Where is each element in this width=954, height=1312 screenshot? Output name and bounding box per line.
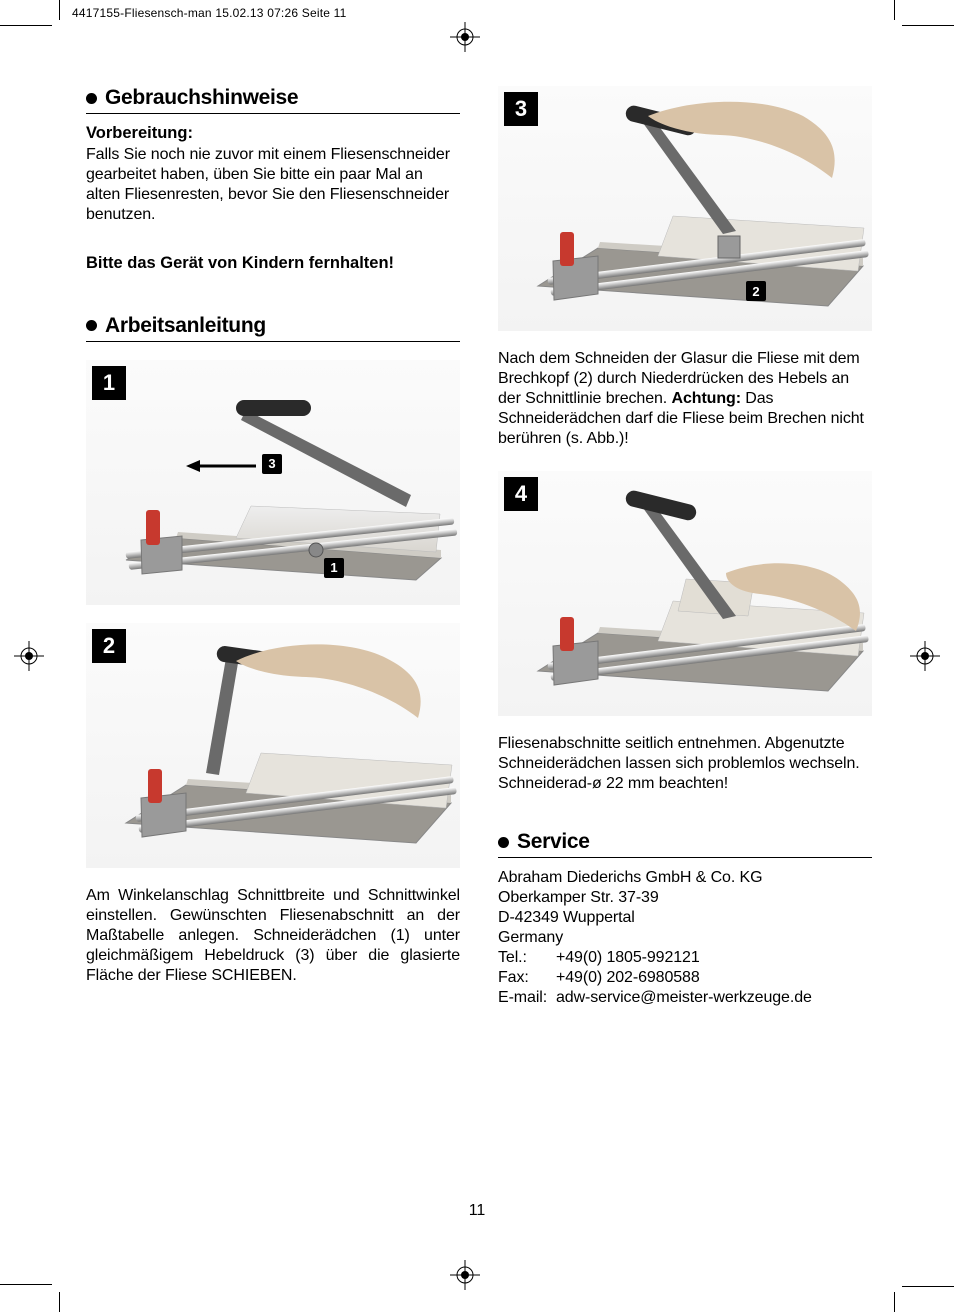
crop-mark <box>59 1292 60 1312</box>
section-heading: Gebrauchshinweise <box>86 86 460 114</box>
figure-number-box: 1 <box>92 366 126 400</box>
figure-2: 2 <box>86 623 460 868</box>
figure-caption: Am Winkelanschlag Schnittbreite und Schn… <box>86 886 460 986</box>
contact-label: Tel.: <box>498 948 556 968</box>
section-heading: Arbeitsanleitung <box>86 314 460 342</box>
contact-value: +49(0) 202-6980588 <box>556 968 700 988</box>
contact-label: E-mail: <box>498 988 556 1008</box>
caption-bold: Achtung: <box>672 390 741 407</box>
figure-number-box: 4 <box>504 477 538 511</box>
address-line: D-42349 Wuppertal <box>498 908 872 928</box>
registration-mark-icon <box>14 641 44 671</box>
bullet-icon <box>86 93 97 104</box>
crop-mark <box>0 1284 52 1285</box>
bullet-icon <box>498 837 509 848</box>
section-title: Arbeitsanleitung <box>105 314 266 338</box>
contact-value: adw-service@meister-werkzeuge.de <box>556 988 812 1008</box>
figure-caption: Nach dem Schneiden der Glasur die Fliese… <box>498 349 872 449</box>
section-title: Service <box>517 830 590 854</box>
callout-label: 1 <box>324 558 344 578</box>
contact-email: E-mail: adw-service@meister-werkzeuge.de <box>498 988 872 1008</box>
contact-label: Fax: <box>498 968 556 988</box>
print-slug: 4417155-Fliesensch-man 15.02.13 07:26 Se… <box>72 6 347 20</box>
callout-label: 3 <box>262 454 282 474</box>
callout-label: 2 <box>746 281 766 301</box>
registration-mark-icon <box>450 22 480 52</box>
bullet-icon <box>86 320 97 331</box>
contact-fax: Fax: +49(0) 202-6980588 <box>498 968 872 988</box>
crop-mark <box>894 0 895 20</box>
body-text: Falls Sie noch nie zuvor mit einem Flies… <box>86 145 460 225</box>
warning-text: Bitte das Gerät von Kindern fernhalten! <box>86 253 460 274</box>
figure-caption: Fliesenabschnitte seitlich entnehmen. Ab… <box>498 734 872 794</box>
crop-mark <box>902 25 954 26</box>
right-column: 3 <box>498 86 872 1008</box>
address-line: Germany <box>498 928 872 948</box>
figure-3: 3 <box>498 86 872 331</box>
figure-1: 1 <box>86 360 460 605</box>
crop-mark <box>0 25 52 26</box>
crop-mark <box>894 1292 895 1312</box>
left-column: Gebrauchshinweise Vorbereitung: Falls Si… <box>86 86 460 1008</box>
figure-4: 4 <box>498 471 872 716</box>
page-number: 11 <box>0 1202 954 1220</box>
contact-value: +49(0) 1805-992121 <box>556 948 700 968</box>
figure-number-box: 2 <box>92 629 126 663</box>
subheading: Vorbereitung: <box>86 124 460 143</box>
crop-mark <box>59 0 60 20</box>
section-heading: Service <box>498 830 872 858</box>
service-address: Abraham Diederichs GmbH & Co. KG Oberkam… <box>498 868 872 1008</box>
registration-mark-icon <box>450 1260 480 1290</box>
contact-tel: Tel.: +49(0) 1805-992121 <box>498 948 872 968</box>
address-line: Oberkamper Str. 37-39 <box>498 888 872 908</box>
section-title: Gebrauchshinweise <box>105 86 298 110</box>
arrow-left-icon <box>186 458 256 479</box>
page-content: Gebrauchshinweise Vorbereitung: Falls Si… <box>86 86 872 1008</box>
crop-mark <box>902 1286 954 1287</box>
registration-mark-icon <box>910 641 940 671</box>
figure-number-box: 3 <box>504 92 538 126</box>
address-line: Abraham Diederichs GmbH & Co. KG <box>498 868 872 888</box>
